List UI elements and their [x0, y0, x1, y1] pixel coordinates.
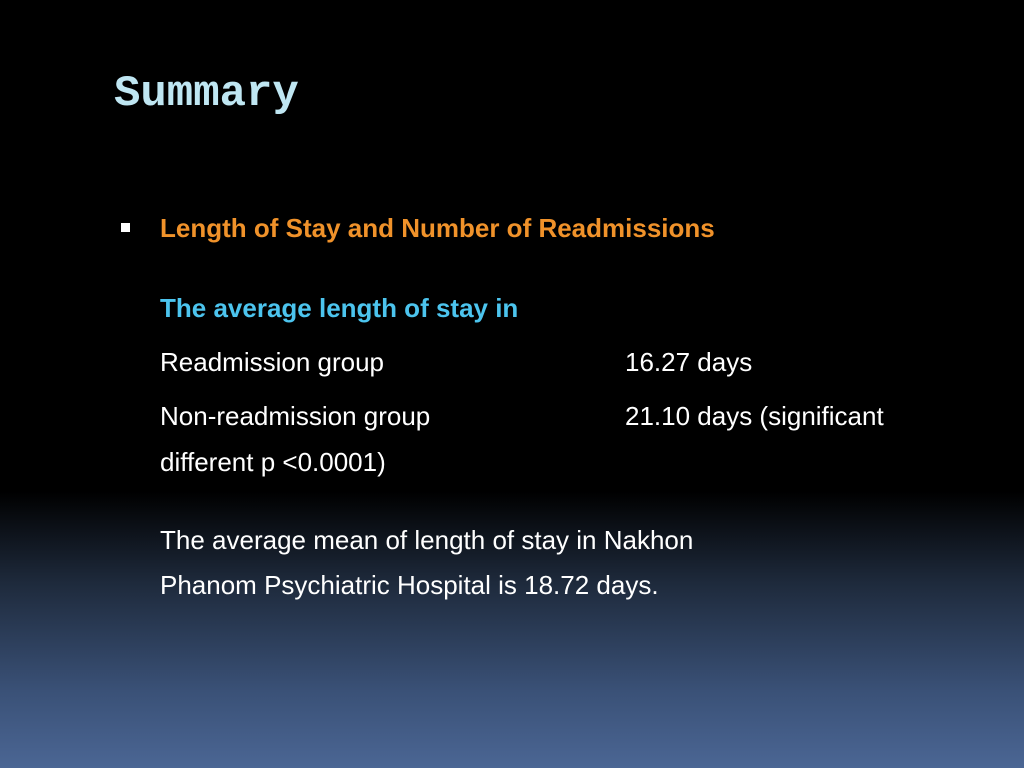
row-label: Non-readmission group: [160, 401, 431, 431]
paragraph-line: The average mean of length of stay in Na…: [160, 525, 694, 555]
row-value: 21.10 days (significant: [625, 401, 884, 431]
subheading: The average length of stay in: [160, 293, 519, 323]
row-value: 16.27 days: [625, 347, 753, 377]
slide-title: Summary: [114, 69, 299, 119]
bullet-text: Length of Stay and Number of Readmission…: [160, 213, 715, 243]
bullet-marker: [121, 223, 130, 232]
row-continuation: different p <0.0001): [160, 447, 386, 477]
row-label: Readmission group: [160, 347, 385, 377]
paragraph-line: Phanom Psychiatric Hospital is 18.72 day…: [160, 570, 659, 600]
